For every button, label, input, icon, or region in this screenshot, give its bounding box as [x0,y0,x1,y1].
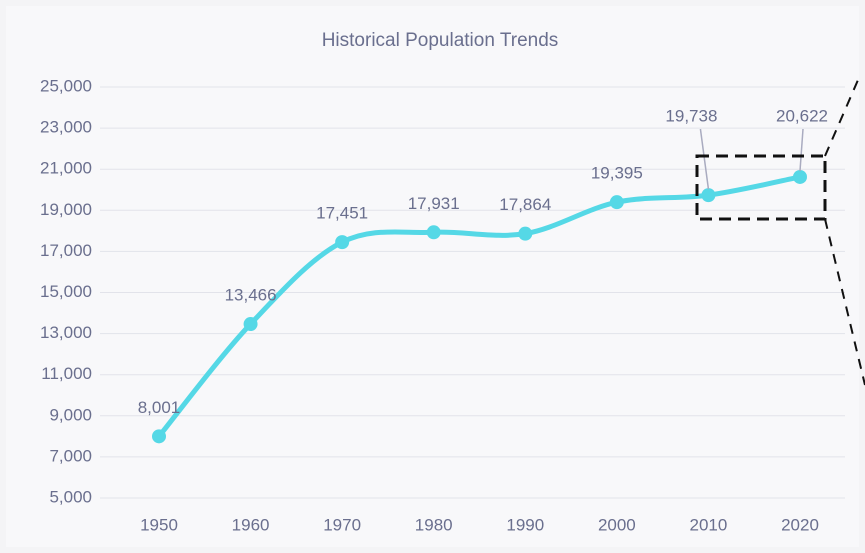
y-tick-label: 11,000 [41,364,92,383]
leader-line [799,128,804,172]
data-point [152,429,166,444]
data-label: 8,001 [138,398,181,417]
y-tick-label: 21,000 [40,159,92,178]
x-tick-label: 2000 [598,515,636,534]
leader-line [699,128,710,190]
data-label: 19,738 [665,106,717,125]
zoom-box [695,154,827,221]
data-point [793,169,807,184]
data-label: 17,451 [316,204,368,223]
y-tick-label: 5,000 [49,487,92,506]
data-point [518,226,533,241]
y-tick-label: 7,000 [49,446,92,465]
data-point [701,188,716,203]
y-tick-label: 17,000 [40,241,92,260]
y-tick-label: 9,000 [49,405,92,424]
y-tick-label: 19,000 [40,200,92,219]
x-tick-label: 2020 [781,515,819,534]
x-tick-label: 2010 [690,515,728,534]
y-tick-label: 15,000 [40,282,92,301]
chart-title: Historical Population Trends [322,30,559,51]
y-tick-label: 23,000 [40,118,92,137]
y-tick-label: 13,000 [40,323,92,342]
data-point [243,317,258,332]
data-label: 17,864 [499,195,551,214]
data-label: 20,622 [776,106,828,125]
data-label: 19,395 [591,164,643,183]
data-label: 13,466 [225,286,277,305]
x-tick-label: 1990 [506,515,544,534]
zoom-connector [824,79,859,157]
plot-area: 5,000 7,000 9,000 11,000 13,000 15,000 17,000 1… [40,76,845,534]
data-point [426,225,441,240]
data-point [609,195,624,210]
x-tick-label: 1970 [323,515,361,534]
data-point [335,235,350,250]
y-tick-label: 25,000 [40,76,92,95]
data-label: 17,931 [408,194,460,213]
x-tick-label: 1950 [140,515,178,534]
x-tick-label: 1980 [415,515,453,534]
x-tick-label: 1960 [232,515,270,534]
